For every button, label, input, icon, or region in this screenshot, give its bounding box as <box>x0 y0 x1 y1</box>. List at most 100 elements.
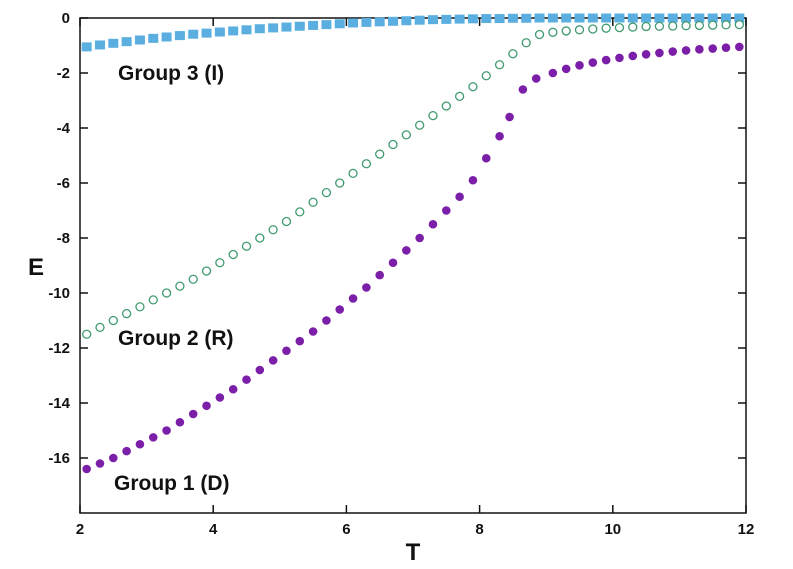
data-point-square <box>547 13 558 23</box>
data-point-filled-circle <box>518 85 528 94</box>
data-point-filled-circle <box>615 53 624 63</box>
data-point-open-circle <box>228 249 238 260</box>
data-point-square <box>707 13 718 23</box>
data-point-filled-circle <box>109 453 118 463</box>
data-point-filled-circle <box>335 305 345 314</box>
y-tick-label: -14 <box>48 395 70 412</box>
y-tick-label: -6 <box>57 175 70 192</box>
data-point-filled-circle <box>708 44 717 53</box>
data-point-square <box>174 31 185 41</box>
data-point-square <box>401 16 412 26</box>
y-tick-label: -10 <box>48 285 70 302</box>
data-point-square <box>308 20 319 30</box>
data-point-open-circle <box>268 225 278 235</box>
data-point-open-circle <box>694 20 705 31</box>
data-point-square <box>481 14 492 24</box>
data-point-filled-circle <box>308 327 318 336</box>
data-point-filled-circle <box>122 446 131 456</box>
data-point-open-circle <box>241 241 252 251</box>
data-point-open-circle <box>508 49 518 59</box>
data-point-square <box>148 33 159 43</box>
data-point-square <box>734 13 745 23</box>
data-point-square <box>268 23 279 33</box>
data-point-filled-circle <box>468 175 478 185</box>
data-point-open-circle <box>534 29 545 40</box>
data-point-open-circle <box>95 322 105 333</box>
data-point-open-circle <box>708 20 718 30</box>
data-point-filled-circle <box>175 417 185 427</box>
data-point-square <box>561 13 572 23</box>
data-point-filled-circle <box>215 393 225 402</box>
data-point-open-circle <box>668 21 678 31</box>
series-label-group-3: Group 3 (I) <box>118 62 224 85</box>
data-point-square <box>587 13 598 23</box>
data-point-open-circle <box>295 207 305 217</box>
data-point-filled-circle <box>655 48 664 58</box>
data-point-square <box>294 21 305 31</box>
data-point-filled-circle <box>428 219 438 229</box>
data-point-square <box>214 27 225 37</box>
data-point-filled-circle <box>82 464 91 474</box>
data-point-filled-circle <box>242 375 251 384</box>
data-point-square <box>228 26 239 36</box>
y-tick-label: -4 <box>57 120 71 137</box>
data-point-open-circle <box>441 101 451 111</box>
data-point-filled-circle <box>135 439 145 449</box>
data-point-filled-circle <box>362 283 371 292</box>
data-point-filled-circle <box>531 74 541 83</box>
data-point-filled-circle <box>442 206 451 215</box>
data-point-square <box>334 19 345 29</box>
data-point-filled-circle <box>202 401 211 411</box>
data-point-open-circle <box>175 281 185 291</box>
data-point-open-circle <box>348 168 358 179</box>
data-point-open-circle <box>82 329 92 339</box>
data-point-open-circle <box>308 197 318 207</box>
data-point-open-circle <box>721 20 731 30</box>
data-points <box>81 13 745 474</box>
data-point-open-circle <box>161 288 172 298</box>
data-point-square <box>414 15 425 25</box>
data-point-square <box>667 13 678 23</box>
data-point-filled-circle <box>695 45 704 54</box>
y-tick-label: -2 <box>57 65 70 82</box>
data-point-open-circle <box>734 19 744 30</box>
data-point-square <box>654 13 665 23</box>
data-point-open-circle <box>121 308 132 319</box>
data-point-filled-circle <box>148 433 158 442</box>
data-point-open-circle <box>521 38 531 48</box>
series-filled-circle <box>82 42 744 474</box>
data-point-filled-circle <box>95 459 105 468</box>
x-tick-label: 2 <box>76 521 84 538</box>
series-label-group-2: Group 2 (R) <box>118 327 234 350</box>
data-point-square <box>281 22 292 32</box>
data-point-filled-circle <box>561 64 571 74</box>
data-point-filled-circle <box>255 365 265 375</box>
data-point-filled-circle <box>641 50 651 59</box>
data-point-square <box>721 13 732 23</box>
data-point-filled-circle <box>375 270 385 280</box>
x-tick-label: 6 <box>342 521 350 538</box>
data-point-square <box>361 17 372 27</box>
data-point-square <box>94 40 105 50</box>
data-point-open-circle <box>255 233 265 243</box>
data-point-square <box>627 13 638 23</box>
data-point-square <box>188 29 199 39</box>
y-tick-label: -12 <box>48 340 70 357</box>
x-axis-label: T <box>406 539 421 566</box>
data-point-square <box>161 32 172 42</box>
x-tick-label: 8 <box>475 521 483 538</box>
data-point-square <box>521 13 532 23</box>
data-point-open-circle <box>135 302 145 312</box>
data-point-filled-circle <box>228 384 238 394</box>
data-point-open-circle <box>401 130 411 140</box>
data-point-open-circle <box>428 110 438 121</box>
data-point-filled-circle <box>735 42 744 52</box>
data-point-filled-circle <box>681 46 691 55</box>
series-square <box>81 13 745 52</box>
data-point-open-circle <box>548 27 558 37</box>
x-tick-label: 12 <box>738 521 755 538</box>
data-point-open-circle <box>361 159 372 169</box>
data-point-square <box>427 15 438 25</box>
data-point-open-circle <box>601 23 611 33</box>
axis-ticks: 2 4 6 8 10 12 0 -2 -4 -6 -8 -10 -12 -14 -16 <box>48 10 754 538</box>
